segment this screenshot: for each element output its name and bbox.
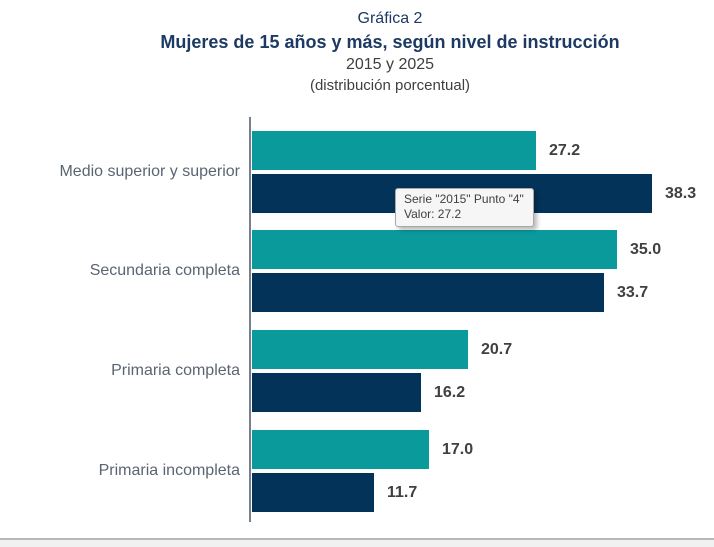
chart-title: Mujeres de 15 años y más, según nivel de…: [160, 32, 620, 52]
value-label-2015: 27.2: [549, 142, 581, 159]
bar-2015[interactable]: [252, 131, 536, 170]
bar-2015[interactable]: [252, 430, 429, 469]
value-label-2025: 38.3: [665, 185, 697, 202]
chart-years: 2015 y 2025: [345, 56, 435, 73]
chart-number-label: Gráfica 2: [357, 10, 423, 27]
window-bottom-strip: [0, 540, 714, 547]
chart-header: Gráfica 2 Mujeres de 15 años y más, segú…: [66, 8, 714, 96]
category-label: Primaria completa: [111, 362, 240, 379]
category-label: Primaria incompleta: [98, 462, 240, 479]
value-label-2015: 35.0: [630, 241, 662, 258]
category-label: Medio superior y superior: [59, 163, 240, 180]
value-label-2015: 17.0: [442, 441, 474, 458]
bar-2025[interactable]: [252, 473, 374, 512]
value-label-2025: 11.7: [387, 484, 418, 501]
chart-unit-note: (distribución porcentual): [309, 77, 471, 94]
value-label-2015: 20.7: [481, 341, 513, 358]
bar-2025[interactable]: [252, 373, 421, 412]
bar-2015[interactable]: [252, 330, 468, 369]
chart-tooltip: Serie "2015" Punto "4" Valor: 27.2: [395, 188, 534, 227]
tooltip-series-line: Serie "2015" Punto "4": [404, 192, 524, 206]
y-axis-line: [249, 117, 251, 522]
window-bottom-edge: [0, 538, 714, 540]
bar-2015[interactable]: [252, 230, 617, 269]
bar-2025[interactable]: [252, 273, 604, 312]
value-label-2025: 33.7: [617, 284, 649, 301]
tooltip-value-line: Valor: 27.2: [404, 207, 462, 221]
value-label-2025: 16.2: [434, 384, 466, 401]
category-label: Secundaria completa: [89, 262, 240, 279]
